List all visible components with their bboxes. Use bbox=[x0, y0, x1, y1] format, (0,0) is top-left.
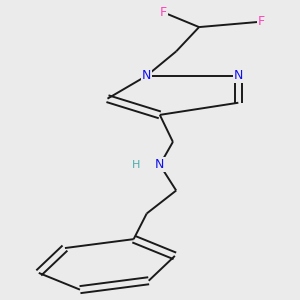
Text: N: N bbox=[234, 69, 243, 82]
Text: F: F bbox=[258, 15, 265, 28]
Text: H: H bbox=[132, 160, 140, 170]
Text: N: N bbox=[142, 69, 152, 82]
Text: F: F bbox=[160, 6, 167, 19]
Text: N: N bbox=[155, 158, 164, 171]
